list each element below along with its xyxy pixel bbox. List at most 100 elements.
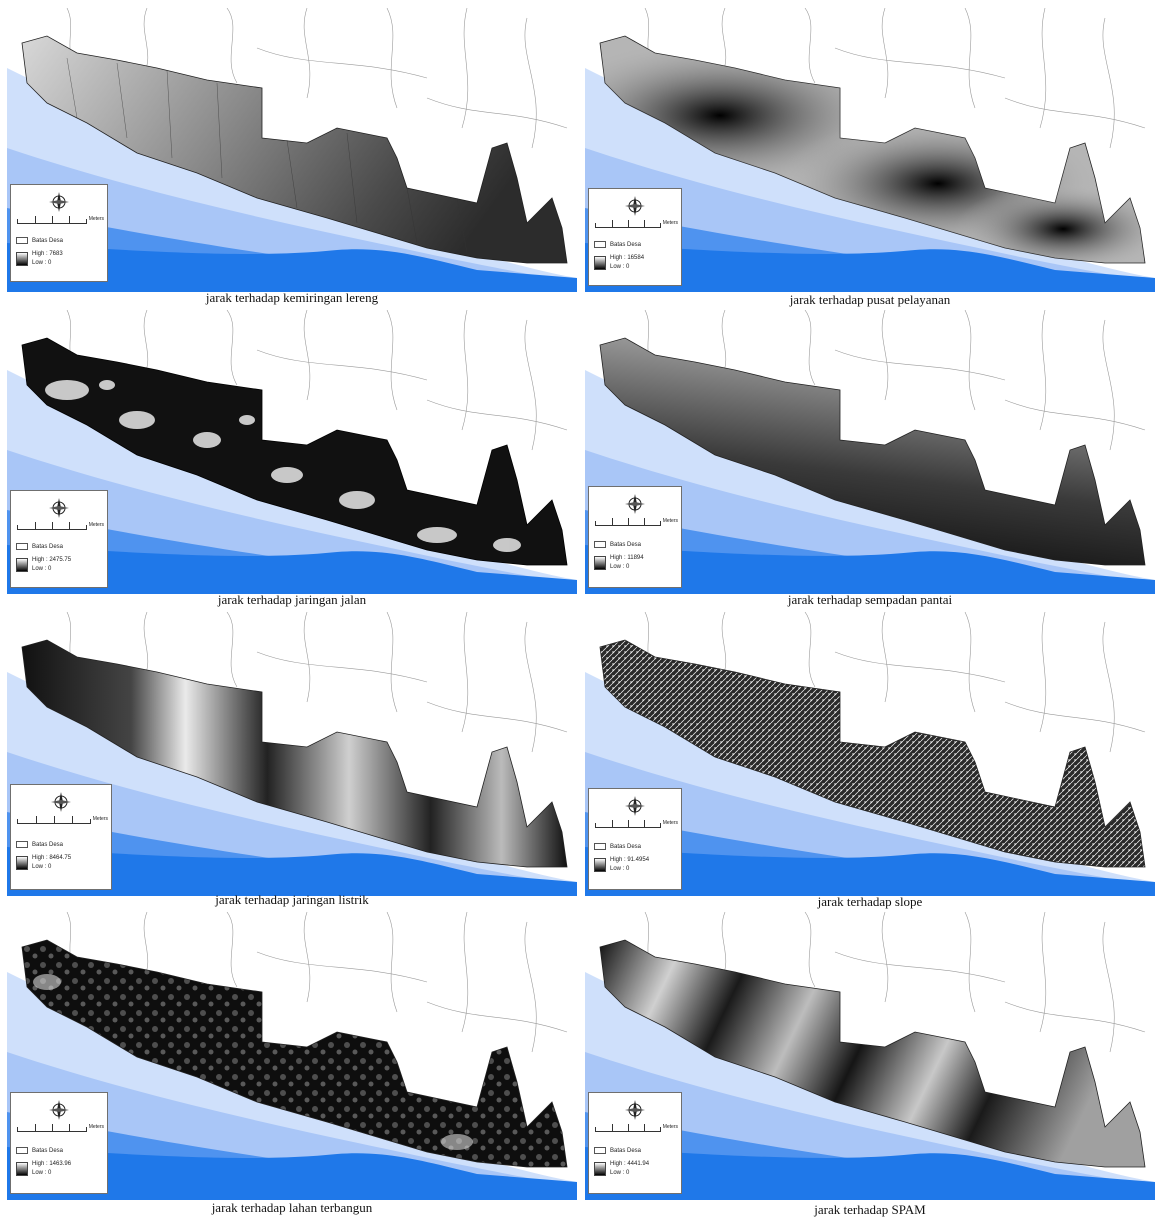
north-arrow-icon [49, 498, 69, 518]
map-panel-jaringan-jalan: Meters Batas Desa High : 2475.75 Low : 0 … [7, 310, 577, 608]
scale-unit-label: Meters [88, 216, 104, 222]
legend-row-boundary: Batas Desa [16, 1147, 63, 1154]
boundary-swatch [594, 1147, 606, 1154]
legend-label-boundary: Batas Desa [32, 237, 64, 244]
legend-row-boundary: Batas Desa [16, 237, 63, 244]
legend-label-boundary: Batas Desa [32, 1147, 64, 1154]
gradient-swatch [16, 855, 28, 870]
map-caption: jarak terhadap jaringan listrik [215, 892, 369, 907]
legend-row-gradient: High : 8464.75 Low : 0 [16, 855, 71, 870]
scale-unit-label: Meters [662, 220, 678, 226]
north-arrow-icon [51, 792, 71, 812]
legend-row-boundary: Batas Desa [594, 1147, 641, 1154]
map-legend: Meters Batas Desa High : 2475.75 Low : 0 [10, 490, 108, 588]
map-caption: jarak terhadap SPAM [814, 1202, 926, 1217]
map-caption: jarak terhadap jaringan jalan [217, 592, 367, 607]
boundary-swatch [594, 541, 606, 548]
legend-row-gradient: High : 1463.96 Low : 0 [16, 1161, 71, 1176]
gradient-swatch [16, 557, 28, 572]
boundary-swatch [16, 841, 28, 848]
north-arrow-icon [625, 1100, 645, 1120]
map-legend: Meters Batas Desa High : 4441.94 Low : 0 [588, 1092, 682, 1194]
legend-label-high: High : 1463.96 [32, 1161, 72, 1167]
legend-row-gradient: High : 2475.75 Low : 0 [16, 557, 71, 572]
boundary-swatch [594, 241, 606, 248]
map-panel-slope: Meters Batas Desa High : 91.4954 Low : 0 … [585, 612, 1155, 910]
map-frame: Meters Batas Desa High : 4441.94 Low : 0 [585, 912, 1155, 1200]
legend-label-high: High : 4441.94 [610, 1161, 650, 1167]
north-arrow-icon [49, 192, 69, 212]
legend-label-low: Low : 0 [610, 866, 630, 872]
map-frame: Meters Batas Desa High : 8464.75 Low : 0 [7, 612, 577, 896]
legend-row-gradient: High : 16584 Low : 0 [594, 255, 644, 270]
legend-label-low: Low : 0 [32, 260, 52, 266]
gradient-swatch [594, 857, 606, 872]
map-canvas [7, 8, 577, 292]
scale-bar [17, 1124, 87, 1132]
legend-row-boundary: Batas Desa [594, 843, 641, 850]
map-caption: jarak terhadap slope [817, 894, 923, 909]
map-canvas [585, 912, 1155, 1200]
map-frame: Meters Batas Desa High : 7683 Low : 0 [7, 8, 577, 292]
map-canvas [7, 310, 577, 594]
map-panel-spam: Meters Batas Desa High : 4441.94 Low : 0 … [585, 912, 1155, 1218]
boundary-swatch [16, 1147, 28, 1154]
boundary-swatch [16, 237, 28, 244]
scale-bar [595, 220, 661, 228]
map-legend: Meters Batas Desa High : 7683 Low : 0 [10, 184, 108, 282]
legend-row-gradient: High : 11894 Low : 0 [594, 555, 644, 570]
map-frame: Meters Batas Desa High : 11894 Low : 0 [585, 310, 1155, 594]
legend-label-low: Low : 0 [610, 264, 630, 270]
map-legend: Meters Batas Desa High : 11894 Low : 0 [588, 486, 682, 588]
scale-unit-label: Meters [662, 820, 678, 826]
gradient-swatch [16, 251, 28, 266]
legend-label-boundary: Batas Desa [610, 241, 642, 248]
map-caption: jarak terhadap sempadan pantai [787, 592, 953, 607]
legend-label-high: High : 8464.75 [32, 855, 72, 861]
scale-unit-label: Meters [92, 816, 108, 822]
gradient-swatch [594, 555, 606, 570]
legend-label-low: Low : 0 [610, 1170, 630, 1176]
legend-label-boundary: Batas Desa [610, 843, 642, 850]
map-frame: Meters Batas Desa High : 1463.96 Low : 0 [7, 912, 577, 1200]
scale-bar [17, 816, 91, 824]
legend-label-high: High : 91.4954 [610, 857, 650, 863]
map-caption: jarak terhadap lahan terbangun [211, 1200, 373, 1215]
legend-label-high: High : 11894 [610, 555, 644, 561]
map-canvas [7, 612, 577, 896]
legend-label-high: High : 7683 [32, 251, 63, 257]
gradient-swatch [594, 1161, 606, 1176]
map-caption: jarak terhadap pusat pelayanan [789, 292, 951, 307]
boundary-swatch [16, 543, 28, 550]
map-frame: Meters Batas Desa High : 16584 Low : 0 [585, 8, 1155, 292]
map-canvas [585, 612, 1155, 896]
legend-row-gradient: High : 91.4954 Low : 0 [594, 857, 649, 872]
legend-row-boundary: Batas Desa [16, 841, 63, 848]
map-frame: Meters Batas Desa High : 91.4954 Low : 0 [585, 612, 1155, 896]
scale-unit-label: Meters [662, 1124, 678, 1130]
scale-bar [17, 216, 87, 224]
scale-unit-label: Meters [88, 1124, 104, 1130]
legend-label-boundary: Batas Desa [32, 543, 64, 550]
map-panel-jaringan-listrik: Meters Batas Desa High : 8464.75 Low : 0 … [7, 612, 577, 910]
legend-label-boundary: Batas Desa [32, 841, 64, 848]
map-panel-lahan-terbangun: Meters Batas Desa High : 1463.96 Low : 0 … [7, 912, 577, 1218]
north-arrow-icon [625, 494, 645, 514]
map-caption: jarak terhadap kemiringan lereng [205, 290, 379, 305]
legend-row-gradient: High : 4441.94 Low : 0 [594, 1161, 649, 1176]
boundary-swatch [594, 843, 606, 850]
map-panel-kemiringan-lereng: Meters Batas Desa High : 7683 Low : 0 jar… [7, 8, 577, 306]
legend-label-low: Low : 0 [32, 864, 52, 870]
map-panel-pusat-pelayanan: Meters Batas Desa High : 16584 Low : 0 ja… [585, 8, 1155, 307]
scale-bar [595, 518, 661, 526]
map-frame: Meters Batas Desa High : 2475.75 Low : 0 [7, 310, 577, 594]
legend-label-boundary: Batas Desa [610, 541, 642, 548]
legend-label-high: High : 2475.75 [32, 557, 72, 563]
legend-label-low: Low : 0 [610, 564, 630, 570]
north-arrow-icon [625, 796, 645, 816]
map-legend: Meters Batas Desa High : 1463.96 Low : 0 [10, 1092, 108, 1194]
legend-label-low: Low : 0 [32, 1170, 52, 1176]
map-panel-sempadan-pantai: Meters Batas Desa High : 11894 Low : 0 ja… [585, 310, 1155, 608]
scale-bar [17, 522, 87, 530]
scale-bar [595, 820, 661, 828]
